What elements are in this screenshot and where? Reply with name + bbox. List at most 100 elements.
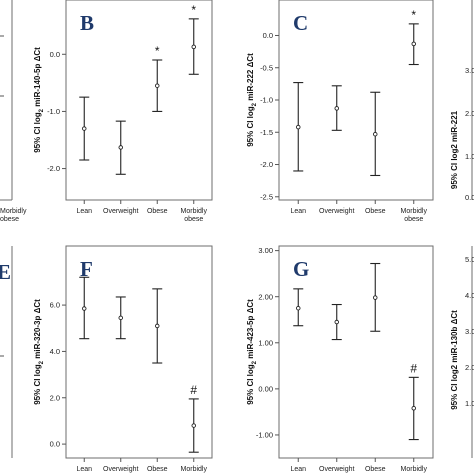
y-axis-label: 95% CI log2 miR-423-5p ΔCt <box>246 299 258 405</box>
partial-panel-right-bottom: 95% CI log2 miR-130b ΔCt 5.0 4.0 3.0 2.0… <box>450 246 474 458</box>
mean-point <box>296 124 301 130</box>
plot-frame <box>65 0 213 201</box>
x-tick-label: Obese <box>365 208 386 215</box>
mean-point <box>373 295 378 300</box>
mean-point <box>334 319 340 325</box>
x-tick-label: obese <box>184 216 203 223</box>
partial-tick-label: 2.0 <box>465 109 474 118</box>
y-axis-label: 95% CI log2 miR-320-3p ΔCt <box>33 299 45 405</box>
mean-point <box>81 126 87 131</box>
x-tick-label: Obese <box>147 466 168 473</box>
x-tick-label: obese <box>404 216 423 223</box>
x-tick-label: Obese <box>365 466 386 473</box>
partial-tick-label: 3.0 <box>465 66 474 75</box>
y-axis-label: 95% CI log2 miR-221 <box>450 110 459 189</box>
partial-tick-label: 5.0 <box>465 255 474 264</box>
y-axis-label-part: 95% CI log <box>33 112 42 153</box>
panel-f: 6.0 4.0 2.0 0.0 95% CI log2 miR-320-3p ΔCt F L… <box>33 245 213 473</box>
y-axis-label-part: 95% CI log <box>246 106 255 147</box>
y-axis-label-part: 95% CI log <box>33 364 42 405</box>
y-tick-label: -1.5 <box>260 128 273 137</box>
partial-tick-label: 1.0 <box>465 152 474 161</box>
partial-tick-label: obese <box>0 216 19 223</box>
panel-letter: C <box>293 11 308 35</box>
panel-g: 3.00 2.00 1.00 0.00 -1.00 95% CI log2 miR-423… <box>246 245 434 473</box>
mean-point <box>411 405 417 411</box>
mean-point <box>373 131 378 137</box>
mean-point <box>191 423 196 428</box>
x-tick-label: Morbidly <box>401 466 428 473</box>
significance-marker: # <box>190 383 197 397</box>
y-axis-label-subscript: 2 <box>39 108 45 112</box>
y-tick-label: -2.0 <box>47 164 60 173</box>
y-axis-label: 95% CI log2 miR-140-5p ΔCt <box>33 47 45 153</box>
mean-point <box>191 44 196 50</box>
y-axis-label: 95% CI log2 miR-130b ΔCt <box>450 310 459 410</box>
y-tick-label: 4.0 <box>50 347 60 356</box>
y-tick-label: -0.5 <box>260 63 273 72</box>
mean-point <box>81 306 87 311</box>
panel-letter: B <box>80 11 94 35</box>
mean-point <box>411 41 417 47</box>
x-tick-label: Lean <box>76 466 92 473</box>
x-tick-label: Overweight <box>103 466 138 473</box>
plot-frame <box>278 245 434 459</box>
y-axis-label-part: miR-222 ΔCt <box>246 53 255 103</box>
y-tick-label: 0.0 <box>263 31 273 40</box>
y-tick-label: 0.0 <box>50 50 60 59</box>
x-tick-label: Lean <box>76 208 92 215</box>
partial-tick-label: Morbidly <box>0 208 27 215</box>
partial-tick-label: 2.0 <box>465 363 474 372</box>
partial-panel-left-top: Morbidly obese <box>0 0 27 223</box>
x-tick-label: Obese <box>147 208 168 215</box>
y-tick-label: 3.00 <box>258 246 273 255</box>
y-tick-label: -1.0 <box>260 96 273 105</box>
y-tick-label: 0.00 <box>258 384 273 393</box>
partial-tick-label: 1.0 <box>465 399 474 408</box>
y-axis-label-subscript: 2 <box>39 360 45 364</box>
x-tick-label: Lean <box>290 466 306 473</box>
mean-point <box>296 305 301 311</box>
y-axis-label-part: 95% CI log <box>246 364 255 405</box>
panel-letter: F <box>80 257 93 281</box>
y-axis-label: 95% CI log2 miR-222 ΔCt <box>246 53 258 147</box>
x-tick-label: Lean <box>290 208 306 215</box>
y-axis-label-part: miR-140-5p ΔCt <box>33 47 42 109</box>
significance-marker: # <box>410 361 417 375</box>
partial-panel-right-top: 95% CI log2 miR-221 3.0 2.0 1.0 0.0 <box>450 0 474 202</box>
x-tick-label: Overweight <box>103 208 138 215</box>
y-tick-label: 2.0 <box>50 393 60 402</box>
y-axis-label-subscript: 2 <box>252 360 258 364</box>
y-tick-label: 6.0 <box>50 301 60 310</box>
x-tick-label: Overweight <box>319 466 354 473</box>
x-tick-label: Morbidly <box>181 466 208 473</box>
y-tick-label: 0.0 <box>50 440 60 449</box>
y-tick-label: 1.00 <box>258 338 273 347</box>
plot-frame <box>65 245 213 459</box>
y-axis-label-part: miR-320-3p ΔCt <box>33 299 42 361</box>
partial-tick-label: 3.0 <box>465 327 474 336</box>
y-tick-label: -2.0 <box>260 160 273 169</box>
y-axis-label-subscript: 2 <box>252 102 258 106</box>
mean-point <box>154 323 160 329</box>
mean-point <box>154 83 160 88</box>
y-tick-label: -2.5 <box>260 192 273 201</box>
y-tick-label: 2.00 <box>258 292 273 301</box>
significance-marker: * <box>155 44 160 58</box>
y-axis-label-part: miR-423-5p ΔCt <box>246 299 255 361</box>
significance-marker: * <box>411 8 416 22</box>
partial-tick-label: 4.0 <box>465 291 474 300</box>
y-tick-label: -1.0 <box>47 107 60 116</box>
partial-tick-label: 0.0 <box>465 193 474 202</box>
partial-panel-left-bottom: E <box>0 246 13 458</box>
panel-c: 0.0 -0.5 -1.0 -1.5 -2.0 -2.5 95% CI log2 miR-2… <box>246 0 434 223</box>
significance-marker: * <box>191 3 196 17</box>
x-tick-label: Overweight <box>319 208 354 215</box>
mean-point <box>334 106 340 111</box>
y-tick-label: -1.00 <box>256 431 273 440</box>
x-tick-label: Morbidly <box>401 208 428 215</box>
panel-letter: G <box>293 257 309 281</box>
mean-point <box>118 145 123 150</box>
panel-letter: E <box>0 260 11 284</box>
